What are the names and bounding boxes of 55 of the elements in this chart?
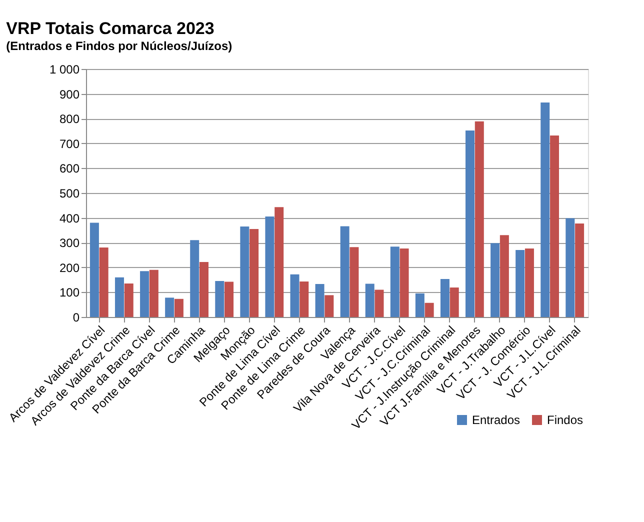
bar <box>524 248 534 317</box>
y-tick-label: 400 <box>59 211 80 226</box>
bar <box>340 226 350 317</box>
bar <box>99 248 108 317</box>
y-tick-label: 700 <box>59 136 80 151</box>
bar <box>500 235 509 317</box>
bar <box>215 281 224 317</box>
bar <box>566 218 575 317</box>
bar <box>174 298 184 317</box>
bar <box>250 228 259 317</box>
y-tick-label: 100 <box>59 286 80 300</box>
bar <box>149 270 158 317</box>
y-tick-label: 500 <box>59 186 80 200</box>
bar <box>575 224 584 317</box>
bar <box>124 284 134 317</box>
bar <box>516 250 525 317</box>
bar <box>415 293 424 317</box>
bar <box>165 298 174 317</box>
y-tick-label: 300 <box>59 236 80 250</box>
bar <box>400 248 409 317</box>
bar <box>440 279 450 317</box>
bar <box>300 282 309 317</box>
bar <box>450 287 459 317</box>
bar <box>374 290 384 317</box>
bar <box>315 284 324 317</box>
y-tick-label: 0 <box>72 310 80 324</box>
bar <box>424 302 434 317</box>
legend-label: Entrados <box>472 413 520 427</box>
bar <box>540 102 550 317</box>
y-tick-label: 1 000 <box>49 62 80 76</box>
bar <box>240 226 250 317</box>
bar <box>114 277 124 317</box>
bar <box>224 282 234 317</box>
chart-subtitle: (Entrados e Findos por Núcleos/Juízos) <box>6 39 232 53</box>
bar <box>350 247 359 317</box>
bar <box>265 216 274 317</box>
y-tick-label: 200 <box>59 260 80 275</box>
y-tick-label: 900 <box>59 87 80 102</box>
bar <box>90 222 99 317</box>
legend-label: Findos <box>547 413 584 427</box>
bar <box>274 207 284 317</box>
bar <box>390 246 400 317</box>
bar <box>365 284 374 317</box>
y-tick-label: 600 <box>59 162 80 176</box>
bar <box>140 271 150 317</box>
chart-title: VRP Totais Comarca 2023 <box>6 19 214 38</box>
bar <box>490 243 500 317</box>
bar <box>324 295 334 317</box>
bar <box>550 135 560 317</box>
bar <box>290 274 300 317</box>
bar <box>199 262 208 317</box>
bar <box>474 121 484 317</box>
bar <box>190 240 200 317</box>
y-tick-label: 800 <box>59 112 80 126</box>
bar <box>466 130 475 317</box>
